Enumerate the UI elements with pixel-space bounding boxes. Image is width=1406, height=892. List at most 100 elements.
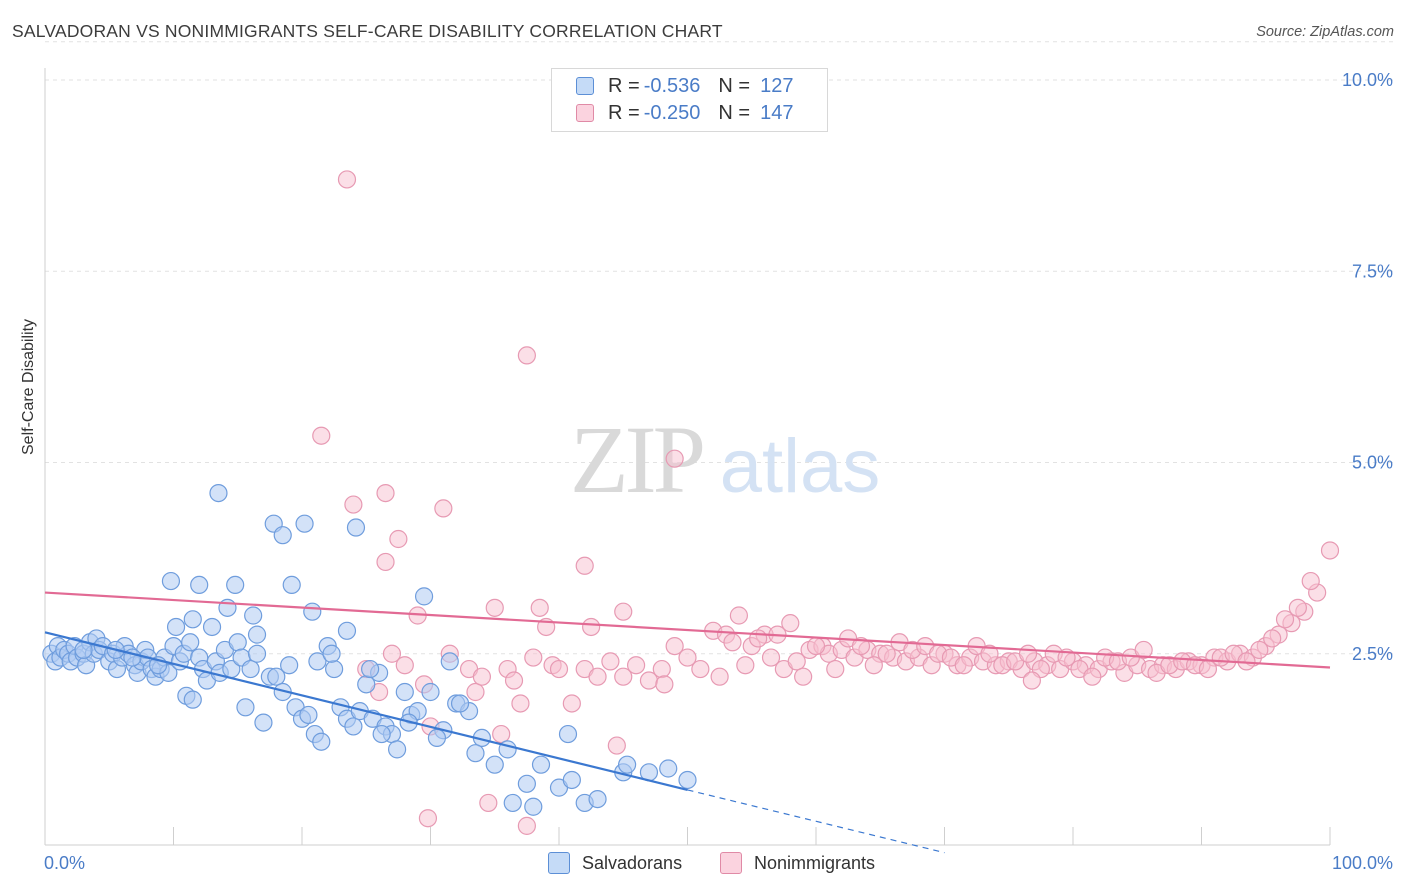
- nonimmigrants-point: [864, 656, 883, 675]
- y-tick-labels: 2.5% 5.0% 7.5% 10.0%: [1342, 70, 1393, 664]
- nonimmigrants-point: [389, 529, 408, 549]
- nonimmigrants-point: [877, 644, 896, 663]
- bottom-legend-salvadorans: Salvadorans: [548, 852, 682, 874]
- salvadorans-point: [344, 717, 363, 736]
- salvadorans-point: [440, 652, 459, 671]
- nonimmigrants-point: [787, 652, 806, 671]
- legend-row-salvadorans: R = -0.536 N = 127: [576, 73, 793, 99]
- salvadorans-points: [42, 484, 697, 816]
- nonimmigrants-point: [954, 656, 973, 675]
- nonimmigrants-point: [655, 675, 674, 694]
- salvadorans-point: [183, 610, 202, 629]
- salvadorans-point: [562, 770, 581, 790]
- watermark-zip: ZIP: [570, 406, 703, 513]
- legend-n-value-salvadorans: 127: [760, 74, 794, 97]
- nonimmigrants-point: [1018, 644, 1038, 663]
- nonimmigrants-point: [466, 682, 485, 702]
- nonimmigrants-point: [794, 667, 813, 686]
- legend-swatch-nonimmigrants: [576, 104, 594, 122]
- nonimmigrants-point: [1134, 640, 1153, 660]
- bottom-legend-swatch-nonimmigrants: [720, 852, 742, 874]
- nonimmigrants-point: [678, 648, 697, 667]
- nonimmigrants-point: [710, 667, 729, 686]
- x-tick-label: 0.0%: [44, 853, 85, 873]
- salvadorans-point: [282, 575, 301, 595]
- salvadorans-point: [325, 659, 344, 679]
- nonimmigrants-point: [691, 659, 710, 679]
- y-tick-label: 10.0%: [1342, 70, 1393, 90]
- nonimmigrants-point: [434, 499, 453, 518]
- salvadorans-point: [387, 740, 407, 759]
- salvadorans-point: [450, 694, 470, 713]
- legend-r-label: R =: [608, 74, 640, 97]
- nonimmigrants-trend-line: [44, 591, 1331, 669]
- nonimmigrants-point: [614, 602, 633, 621]
- legend-r-value-salvadorans: -0.536: [643, 74, 701, 97]
- salvadorans-point: [524, 797, 543, 816]
- chart-title: SALVADORAN VS NONIMMIGRANTS SELF-CARE DI…: [12, 21, 723, 41]
- salvadorans-point: [395, 682, 414, 702]
- nonimmigrants-point: [652, 659, 671, 679]
- salvadorans-point: [618, 755, 637, 774]
- nonimmigrants-point: [607, 736, 626, 755]
- salvadorans-trend-extension: [687, 789, 945, 854]
- nonimmigrants-point: [749, 629, 768, 648]
- correlation-legend: R = -0.536 N = 127 R = -0.250 N = 147: [551, 68, 828, 132]
- salvadorans-point: [678, 770, 697, 790]
- nonimmigrants-point: [492, 724, 511, 744]
- legend-r-value-nonimmigrants: -0.250: [643, 101, 701, 124]
- nonimmigrants-point: [601, 652, 620, 671]
- salvadorans-point: [427, 728, 447, 748]
- salvadorans-point: [244, 606, 263, 625]
- nonimmigrants-point: [549, 659, 569, 679]
- nonimmigrants-point: [517, 346, 536, 365]
- salvadorans-point: [337, 621, 357, 640]
- nonimmigrants-point: [665, 636, 684, 656]
- salvadorans-point: [209, 484, 228, 503]
- salvadorans-point: [558, 724, 578, 744]
- x-tick-labels: 0.0% 100.0%: [44, 853, 1393, 873]
- source-label: Source: ZipAtlas.com: [1256, 24, 1394, 40]
- salvadorans-point: [659, 759, 678, 778]
- salvadorans-point: [273, 526, 292, 545]
- salvadorans-point: [254, 713, 273, 732]
- legend-r-label: R =: [608, 101, 640, 124]
- salvadorans-point: [280, 656, 299, 675]
- legend-row-nonimmigrants: R = -0.250 N = 147: [576, 100, 793, 126]
- salvadorans-point: [531, 755, 551, 774]
- nonimmigrants-point: [1275, 610, 1295, 629]
- nonimmigrants-point: [479, 793, 498, 813]
- nonimmigrants-point: [418, 809, 438, 828]
- salvadorans-point: [372, 724, 391, 744]
- salvadorans-point: [226, 575, 245, 595]
- nonimmigrants-point: [575, 556, 594, 575]
- salvadorans-point: [414, 587, 434, 606]
- nonimmigrants-point: [485, 598, 504, 617]
- nonimmigrants-point: [736, 656, 755, 675]
- nonimmigrants-point: [517, 816, 536, 835]
- nonimmigrants-point: [337, 170, 357, 189]
- legend-n-value-nonimmigrants: 147: [760, 101, 794, 124]
- legend-swatch-salvadorans: [576, 77, 594, 95]
- salvadorans-point: [228, 633, 247, 652]
- axes: [44, 68, 1331, 846]
- nonimmigrants-point: [826, 659, 845, 679]
- nonimmigrants-point: [723, 633, 742, 652]
- nonimmigrants-point: [1083, 667, 1102, 686]
- salvadorans-point: [485, 755, 504, 774]
- nonimmigrants-point: [806, 636, 826, 656]
- salvadorans-point: [308, 652, 327, 671]
- salvadorans-point: [181, 633, 200, 652]
- nonimmigrants-point: [781, 614, 800, 633]
- nonimmigrants-point: [376, 484, 395, 503]
- salvadorans-point: [303, 602, 322, 621]
- nonimmigrants-point: [1263, 629, 1282, 648]
- nonimmigrants-point: [382, 644, 402, 663]
- salvadorans-point: [161, 571, 181, 591]
- nonimmigrants-point: [851, 636, 871, 656]
- nonimmigrants-point: [524, 648, 543, 667]
- nonimmigrants-point: [562, 694, 581, 713]
- salvadorans-point: [588, 789, 607, 809]
- nonimmigrants-point: [729, 606, 749, 625]
